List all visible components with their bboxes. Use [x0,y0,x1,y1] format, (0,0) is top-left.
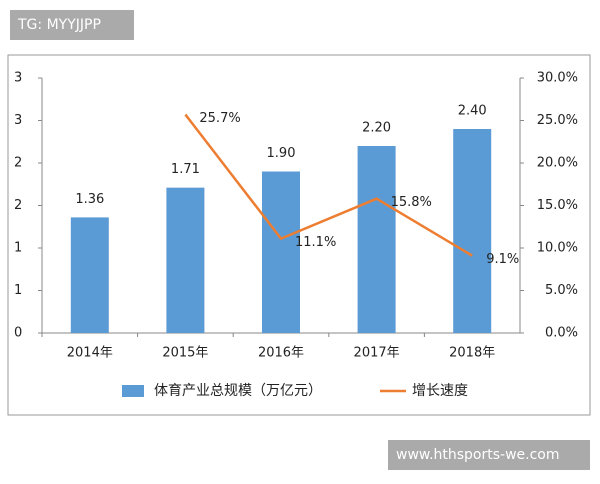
watermark-box [10,10,134,40]
bar-value-label: 2.40 [458,104,487,119]
watermark-box [388,440,590,470]
y2-tick-label: 30.0% [537,71,578,86]
y-tick-label: 1 [14,241,22,256]
bar [70,217,109,333]
y-tick-label: 1 [14,283,22,298]
y2-tick-label: 5.0% [545,283,578,298]
line-value-label: 9.1% [486,252,519,267]
y2-tick-label: 0.0% [545,326,578,341]
y-tick-label: 2 [14,198,22,213]
y-tick-label: 3 [14,113,22,128]
legend-label: 体育产业总规模（万亿元） [154,383,322,399]
y-tick-label: 3 [14,71,22,86]
bar-value-label: 2.20 [362,121,391,136]
x-tick-label: 2016年 [258,346,304,361]
y-tick-label: 0 [14,326,22,341]
line-value-label: 25.7% [199,111,240,126]
line-value-label: 15.8% [391,195,432,210]
watermark: www.hthsports-we.com [396,447,560,463]
legend-label: 增长速度 [412,383,468,399]
y2-tick-label: 15.0% [537,198,578,213]
y2-tick-label: 10.0% [537,241,578,256]
watermark: TG: MYYJJPP [17,17,101,33]
x-tick-label: 2014年 [67,346,113,361]
y2-tick-label: 25.0% [537,113,578,128]
bar-value-label: 1.90 [267,146,296,161]
bar-value-label: 1.71 [171,162,200,177]
x-tick-label: 2017年 [354,346,400,361]
bar [453,129,492,333]
x-tick-label: 2015年 [162,346,208,361]
bar [166,187,205,333]
bar [262,171,300,333]
y-tick-label: 2 [14,156,22,171]
y2-tick-label: 20.0% [537,156,578,171]
x-tick-label: 2018年 [449,346,495,361]
line-value-label: 11.1% [295,235,336,250]
bar [357,146,396,333]
bar-value-label: 1.36 [75,192,104,207]
legend-swatch [122,385,144,397]
line [184,113,473,257]
